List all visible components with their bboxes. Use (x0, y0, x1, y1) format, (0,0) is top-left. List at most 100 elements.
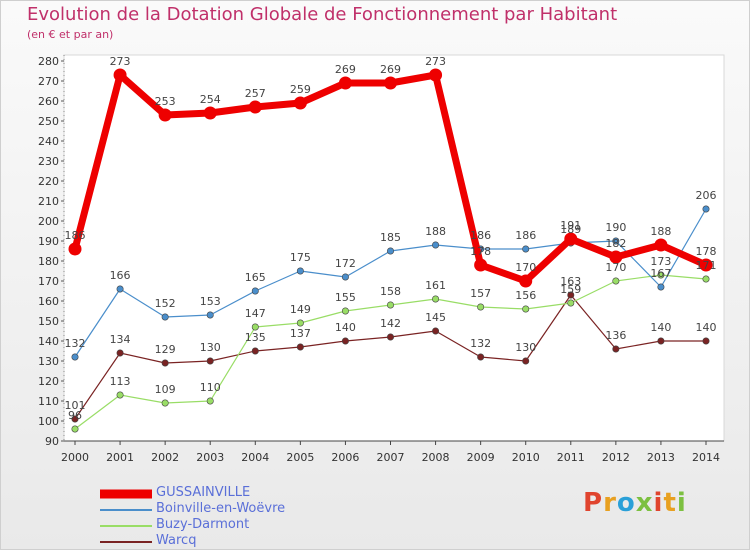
legend-item: Warcq (100, 533, 400, 550)
legend-item: Boinville-en-Woëvre (100, 501, 400, 518)
data-point (341, 337, 349, 345)
data-label: 155 (335, 291, 356, 304)
x-tick-label: 2001 (106, 451, 134, 464)
data-point (68, 242, 82, 256)
data-point (612, 237, 620, 245)
data-label: 188 (650, 225, 671, 238)
data-label: 167 (650, 267, 671, 280)
data-label: 161 (425, 279, 446, 292)
data-point (432, 295, 440, 303)
legend: GUSSAINVILLE Boinville-en-Woëvre Buzy-Darm… (100, 485, 400, 550)
data-point (161, 359, 169, 367)
data-point (341, 307, 349, 315)
data-point (248, 100, 262, 114)
data-label: 140 (650, 321, 671, 334)
data-label: 175 (290, 251, 311, 264)
data-label: 173 (650, 255, 671, 268)
data-point (612, 277, 620, 285)
y-tick-label: 240 (38, 135, 59, 148)
x-tick-label: 2007 (377, 451, 405, 464)
data-point (702, 205, 710, 213)
data-point (522, 245, 530, 253)
legend-label: Buzy-Darmont (156, 517, 250, 532)
x-tick-label: 2009 (467, 451, 495, 464)
data-point (477, 303, 485, 311)
data-label: 170 (605, 261, 626, 274)
y-tick-label: 260 (38, 95, 59, 108)
data-point (519, 274, 533, 288)
y-tick-label: 160 (38, 295, 59, 308)
data-point (522, 357, 530, 365)
data-point (161, 313, 169, 321)
data-point (699, 258, 713, 272)
data-point (341, 273, 349, 281)
x-tick-label: 2011 (557, 451, 585, 464)
y-tick-label: 230 (38, 155, 59, 168)
y-tick-label: 140 (38, 335, 59, 348)
data-label: 147 (245, 307, 266, 320)
legend-item: Buzy-Darmont (100, 517, 400, 534)
data-label: 166 (110, 269, 131, 282)
data-label: 170 (515, 261, 536, 274)
series-2 (71, 271, 710, 433)
data-point (432, 241, 440, 249)
data-point (384, 76, 397, 90)
y-tick-label: 150 (38, 315, 59, 328)
y-tick-label: 250 (38, 115, 59, 128)
data-label: 134 (110, 333, 131, 346)
x-tick-label: 2013 (647, 451, 675, 464)
data-label: 132 (470, 337, 491, 350)
data-label: 178 (470, 245, 491, 258)
data-label: 136 (605, 329, 626, 342)
data-label: 206 (696, 189, 717, 202)
y-tick-label: 280 (38, 55, 59, 68)
data-point (702, 337, 710, 345)
data-point (609, 250, 623, 264)
y-tick-label: 90 (45, 435, 59, 448)
data-point (386, 301, 394, 309)
data-label: 110 (200, 381, 221, 394)
chart-subtitle: (en € et par an) (27, 28, 114, 41)
data-point (296, 267, 304, 275)
data-point (657, 283, 665, 291)
data-label: 142 (380, 317, 401, 330)
data-label: 113 (110, 375, 131, 388)
data-label: 153 (200, 295, 221, 308)
data-point (474, 258, 488, 272)
data-label: 254 (200, 93, 221, 106)
data-point (206, 311, 214, 319)
data-label: 145 (425, 311, 446, 324)
data-point (251, 347, 259, 355)
data-label: 273 (425, 55, 446, 68)
data-label: 101 (65, 399, 86, 412)
data-label: 185 (380, 231, 401, 244)
data-label: 163 (560, 275, 581, 288)
legend-swatch (100, 525, 152, 527)
chart-title: Evolution de la Dotation Globale de Fonc… (27, 4, 618, 25)
data-point (522, 305, 530, 313)
data-point (567, 291, 575, 299)
data-point (429, 68, 443, 82)
data-label: 135 (245, 331, 266, 344)
data-point (477, 353, 485, 361)
data-label: 182 (605, 237, 626, 250)
data-label: 190 (605, 221, 626, 234)
data-label: 157 (470, 287, 491, 300)
data-point (251, 287, 259, 295)
legend-label: Boinville-en-Woëvre (156, 501, 286, 516)
x-tick-label: 2004 (241, 451, 269, 464)
x-tick-label: 2010 (512, 451, 540, 464)
x-tick-label: 2012 (602, 451, 630, 464)
x-tick-label: 2002 (151, 451, 179, 464)
data-label: 152 (155, 297, 176, 310)
data-point (657, 337, 665, 345)
y-tick-label: 120 (38, 375, 59, 388)
x-tick-label: 2008 (422, 451, 450, 464)
data-label: 269 (335, 63, 356, 76)
data-label: 172 (335, 257, 356, 270)
x-tick-label: 2014 (692, 451, 720, 464)
data-label: 259 (290, 83, 311, 96)
data-point (71, 415, 79, 423)
data-point (116, 349, 124, 357)
